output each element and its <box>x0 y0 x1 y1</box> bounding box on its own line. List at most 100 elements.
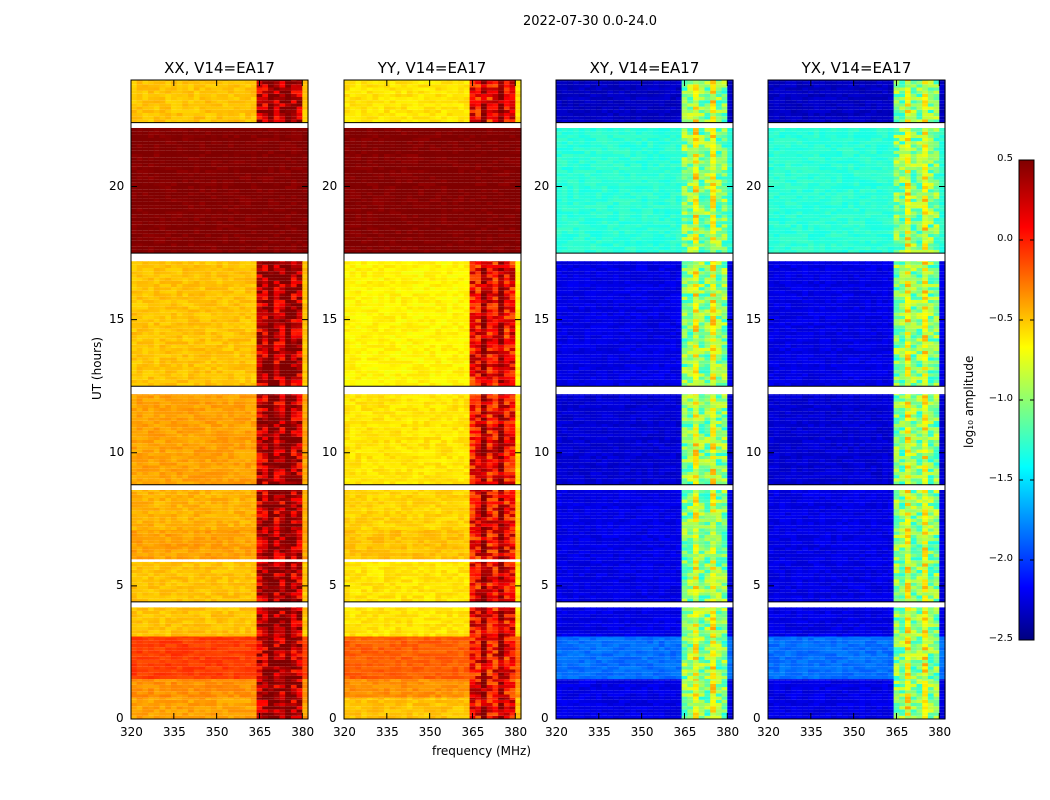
heatmap-cell <box>182 202 188 205</box>
heatmap-cell <box>200 274 206 277</box>
heatmap-cell <box>160 511 166 514</box>
heatmap-cell <box>137 611 143 614</box>
heatmap-cell <box>280 351 286 354</box>
heatmap-cell <box>137 215 143 218</box>
heatmap-cell <box>234 534 240 537</box>
heatmap-cell <box>131 462 137 465</box>
heatmap-cell <box>222 553 228 556</box>
heatmap-cell <box>222 278 228 281</box>
heatmap-cell <box>182 713 188 716</box>
heatmap-cell <box>194 621 200 624</box>
heatmap-cell <box>200 475 206 478</box>
heatmap-cell <box>148 361 154 364</box>
heatmap-cell <box>297 654 303 657</box>
heatmap-cell <box>268 234 274 237</box>
heatmap-cell <box>280 394 286 395</box>
heatmap-cell <box>160 709 166 712</box>
heatmap-cell <box>211 691 217 694</box>
heatmap-cell <box>217 450 223 453</box>
heatmap-cell <box>262 530 268 531</box>
heatmap-cell <box>142 271 148 274</box>
heatmap-cell <box>251 208 257 211</box>
heatmap-cell <box>234 478 240 481</box>
heatmap-cell <box>240 511 246 514</box>
heatmap-cell <box>177 657 183 660</box>
heatmap-cell <box>268 624 274 627</box>
heatmap-cell <box>200 202 206 205</box>
heatmap-cell <box>177 706 183 709</box>
heatmap-cell <box>257 586 263 589</box>
heatmap-cell <box>182 237 188 240</box>
heatmap-cell <box>251 261 257 262</box>
heatmap-cell <box>200 268 206 271</box>
heatmap-cell <box>131 440 137 443</box>
heatmap-cell <box>200 261 206 262</box>
heatmap-cell <box>274 351 280 354</box>
heatmap-cell <box>160 685 166 688</box>
heatmap-cell <box>131 540 137 543</box>
heatmap-cell <box>234 278 240 281</box>
heatmap-cell <box>257 501 263 504</box>
heatmap-cell <box>148 713 154 716</box>
heatmap-cell <box>234 657 240 660</box>
heatmap-cell <box>268 576 274 579</box>
heatmap-cell <box>148 685 154 688</box>
heatmap-cell <box>234 357 240 360</box>
heatmap-cell <box>257 492 263 495</box>
heatmap-cell <box>148 517 154 520</box>
heatmap-cell <box>171 663 177 666</box>
heatmap-cell <box>142 234 148 237</box>
heatmap-cell <box>177 212 183 215</box>
heatmap-cell <box>211 698 217 700</box>
heatmap-cell <box>240 446 246 449</box>
heatmap-cell <box>234 418 240 421</box>
heatmap-cell <box>131 418 137 421</box>
heatmap-cell <box>177 335 183 338</box>
heatmap-cell <box>228 281 234 284</box>
heatmap-cell <box>205 695 211 698</box>
heatmap-cell <box>154 504 160 507</box>
heatmap-cell <box>285 713 291 716</box>
heatmap-cell <box>297 281 303 284</box>
heatmap-cell <box>257 534 263 537</box>
heatmap-cell <box>280 666 286 669</box>
heatmap-cell <box>142 430 148 433</box>
heatmap-cell <box>240 478 246 481</box>
heatmap-cell <box>251 427 257 430</box>
heatmap-cell <box>137 637 143 638</box>
heatmap-cell <box>154 490 160 492</box>
heatmap-cell <box>154 492 160 495</box>
heatmap-cell <box>148 647 154 650</box>
heatmap-cell <box>171 373 177 376</box>
heatmap-cell <box>297 567 303 570</box>
heatmap-cell <box>137 573 143 576</box>
heatmap-cell <box>160 377 166 380</box>
heatmap-cell <box>222 592 228 595</box>
heatmap-cell <box>228 402 234 405</box>
heatmap-cell <box>234 297 240 300</box>
heatmap-cell <box>131 644 137 647</box>
heatmap-cell <box>291 660 297 663</box>
heatmap-cell <box>148 453 154 456</box>
heatmap-cell <box>194 265 200 268</box>
heatmap-cell <box>297 394 303 395</box>
heatmap-cell <box>234 564 240 567</box>
heatmap-cell <box>171 553 177 556</box>
heatmap-cell <box>280 326 286 329</box>
heatmap-cell <box>217 418 223 421</box>
heatmap-cell <box>274 660 280 663</box>
heatmap-cell <box>251 424 257 427</box>
heatmap-cell <box>285 367 291 370</box>
heatmap-cell <box>228 361 234 364</box>
heatmap-cell <box>262 446 268 449</box>
heatmap-cell <box>234 676 240 679</box>
heatmap-cell <box>274 247 280 250</box>
heatmap-cell <box>268 430 274 433</box>
heatmap-cell <box>228 670 234 673</box>
heatmap-cell <box>142 586 148 589</box>
heatmap-cell <box>142 367 148 370</box>
heatmap-cell <box>240 290 246 293</box>
heatmap-cell <box>171 492 177 495</box>
heatmap-cell <box>217 627 223 630</box>
heatmap-cell <box>222 310 228 313</box>
